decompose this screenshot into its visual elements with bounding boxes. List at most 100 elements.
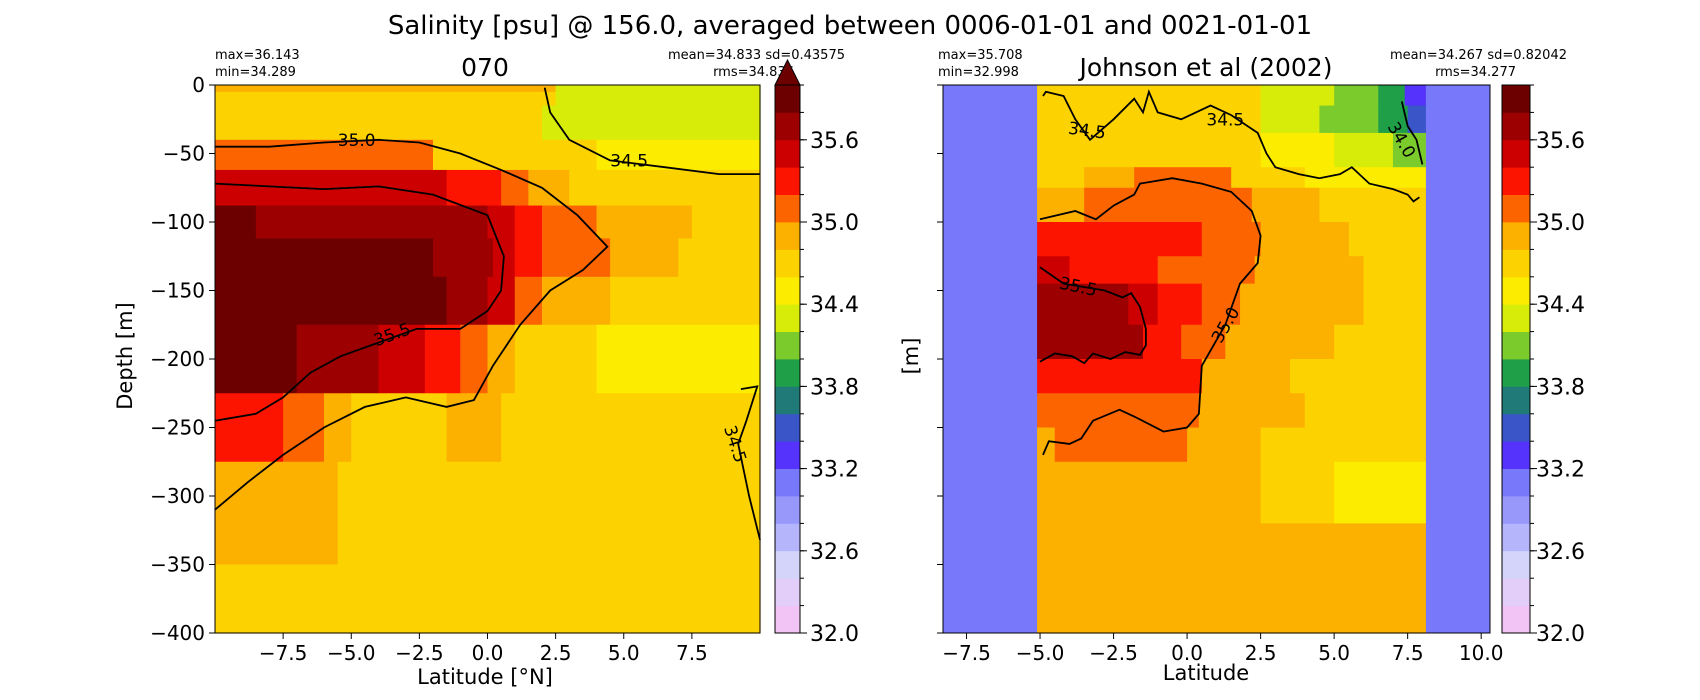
left-ytick-label: −50 <box>163 142 205 166</box>
colorbar-right: 32.0 32.6 33.2 33.8 34.4 35.0 35.6 <box>1501 84 1585 647</box>
left-heatmap-cell <box>215 564 761 634</box>
right-heatmap-cell <box>1251 187 1321 223</box>
left-heatmap-cell <box>283 205 434 240</box>
left-heatmap-cell <box>296 324 380 394</box>
left-contour-line <box>737 385 761 541</box>
right-heatmap-cell <box>1187 427 1262 463</box>
right-heatmap-cell <box>1363 256 1426 285</box>
right-heatmap-cell <box>1037 393 1085 429</box>
right-colorbar-band <box>1502 441 1530 469</box>
right-colorbar-band <box>1502 496 1530 524</box>
right-heatmap-cell <box>1037 523 1426 634</box>
panel-left-max: max=36.143 <box>215 48 300 63</box>
left-heatmap-cell <box>446 169 502 207</box>
panel-left-ylabel: Depth [m] <box>113 302 137 409</box>
left-heatmap-cell <box>542 105 761 141</box>
left-heatmap-cell <box>528 139 598 171</box>
right-colorbar-band <box>1502 222 1530 250</box>
left-heatmap-cell <box>501 393 761 463</box>
left-heatmap-cell <box>555 85 761 93</box>
left-heatmap-cell <box>514 324 598 394</box>
left-contour-label: 34.5 <box>610 151 648 171</box>
left-colorbar-band <box>775 359 800 387</box>
right-xtick-label: −2.5 <box>1089 641 1138 665</box>
left-heatmap-cell <box>337 461 761 566</box>
left-heatmap-cell <box>324 393 352 463</box>
left-colorbar-band <box>775 441 800 469</box>
left-colorbar-tick-label: 35.0 <box>810 211 859 236</box>
right-xtick-label: 7.5 <box>1392 641 1424 665</box>
right-colorbar-tick-label: 35.6 <box>1536 129 1585 154</box>
right-colorbar-band <box>1502 578 1530 606</box>
right-heatmap-cell <box>1260 85 1335 107</box>
right-heatmap-cell <box>1392 132 1412 168</box>
left-heatmap-cell <box>215 461 339 566</box>
left-contour-line <box>214 138 609 511</box>
panel-right-mean-sd: mean=34.267 sd=0.82042 <box>1390 48 1567 63</box>
right-colorbar-band <box>1502 276 1530 305</box>
right-colorbar-band <box>1502 331 1530 360</box>
right-contour-line <box>1039 266 1147 365</box>
left-ytick-label: −100 <box>150 210 205 234</box>
left-ytick-label: −250 <box>150 416 205 440</box>
left-ytick-label: 0 <box>192 73 205 97</box>
left-colorbar-band <box>775 304 800 332</box>
left-heatmap-cell <box>705 139 761 171</box>
right-xtick-label: 0.0 <box>1171 641 1203 665</box>
left-colorbar-band <box>775 276 800 305</box>
right-heatmap-cell <box>1260 427 1426 463</box>
left-heatmap-cell <box>215 205 257 240</box>
left-colorbar-band <box>775 331 800 360</box>
right-heatmap-cell <box>1319 105 1379 134</box>
left-colorbar-band <box>775 222 800 250</box>
left-heatmap-cell <box>691 205 761 240</box>
left-colorbar-tick-label: 33.2 <box>810 458 859 483</box>
right-heatmap-cell <box>1334 85 1379 107</box>
panel-left: 070 max=36.143 min=34.289 mean=34.833 sd… <box>113 48 845 689</box>
left-xtick-label: −2.5 <box>395 641 444 665</box>
right-contour-label: 34.5 <box>1206 110 1244 130</box>
right-colorbar-band <box>1502 550 1530 579</box>
left-ytick-label: −350 <box>150 553 205 577</box>
panel-right-max: max=35.708 <box>938 48 1023 63</box>
right-xtick-label: 2.5 <box>1245 641 1277 665</box>
right-colorbar-band <box>1502 249 1530 278</box>
left-colorbar-band <box>775 139 800 168</box>
left-colorbar-tick-label: 34.4 <box>810 293 859 318</box>
left-colorbar-band <box>775 550 800 579</box>
right-colorbar-band <box>1502 605 1530 634</box>
left-heatmap-cell <box>678 238 761 278</box>
left-heatmap-cell <box>433 139 529 171</box>
left-heatmap-cell <box>514 238 543 278</box>
right-heatmap-cell <box>1037 105 1085 134</box>
left-colorbar-band <box>775 112 800 141</box>
left-colorbar-extend-arrow <box>774 58 801 86</box>
right-heatmap-cell <box>1054 427 1188 463</box>
left-colorbar-band <box>775 578 800 606</box>
left-xtick-label: 7.5 <box>676 641 708 665</box>
left-heatmap-cell <box>596 324 761 394</box>
left-heatmap-cell <box>215 139 434 171</box>
left-colorbar-band <box>775 413 800 442</box>
right-xtick-label: 10.0 <box>1459 641 1504 665</box>
left-contour-line <box>543 87 760 175</box>
right-colorbar-band <box>1502 167 1530 195</box>
right-heatmap-cell <box>1037 461 1262 524</box>
left-xtick-label: −7.5 <box>259 641 308 665</box>
right-contour-line <box>1400 101 1424 165</box>
right-heatmap-cell <box>1128 222 1203 257</box>
left-heatmap-cell <box>324 238 434 278</box>
right-heatmap-cell <box>1084 393 1200 429</box>
left-heatmap-cell <box>610 276 761 326</box>
right-heatmap-cell <box>1134 167 1232 189</box>
right-colorbar-band <box>1502 304 1530 332</box>
right-colorbar-tick-label: 32.6 <box>1536 540 1585 565</box>
panel-right-rms: rms=34.277 <box>1435 65 1516 80</box>
right-heatmap-cell <box>1157 283 1203 326</box>
right-heatmap-cell <box>1348 222 1426 257</box>
left-heatmap-cell <box>610 238 679 278</box>
panel-left-min: min=34.289 <box>215 65 296 80</box>
panel-right-title: Johnson et al (2002) <box>1078 53 1333 82</box>
left-heatmap-cell <box>215 91 257 107</box>
